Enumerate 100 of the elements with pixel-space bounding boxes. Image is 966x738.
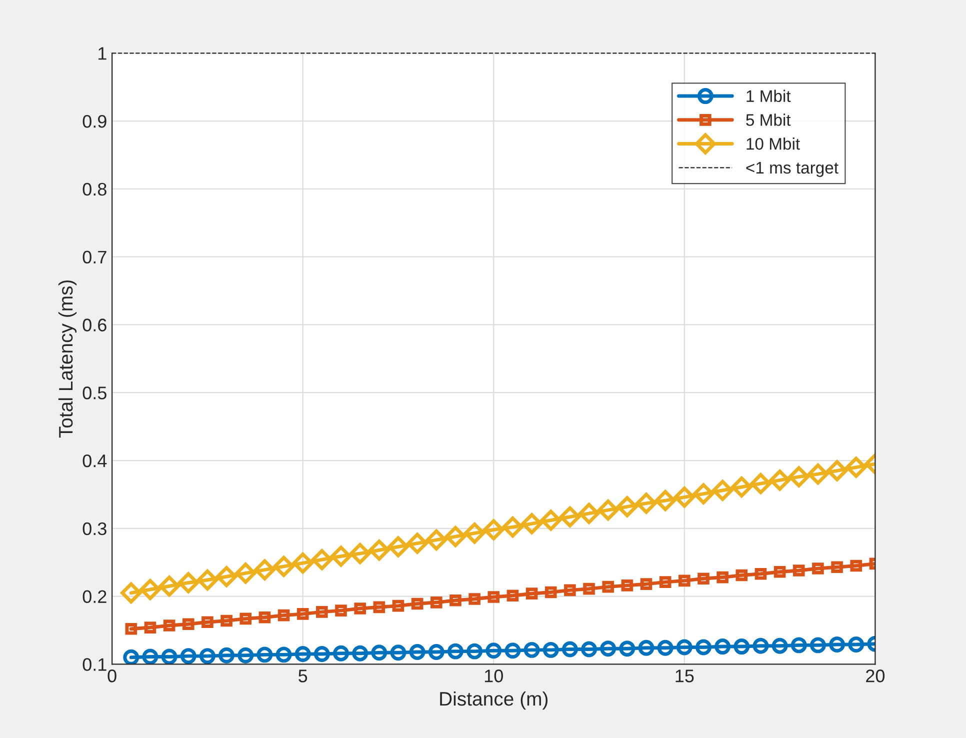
- point: [450, 594, 462, 606]
- point: [180, 648, 196, 664]
- point: [178, 572, 199, 594]
- point: [316, 606, 328, 618]
- point: [311, 549, 332, 570]
- point: [123, 649, 140, 664]
- x-axis-title: Distance (m): [440, 691, 548, 710]
- point: [411, 598, 424, 610]
- point: [506, 590, 519, 602]
- point: [698, 572, 710, 585]
- point: [238, 647, 254, 664]
- point: [240, 612, 252, 625]
- point: [125, 622, 138, 635]
- point: [774, 566, 786, 578]
- point: [294, 646, 311, 662]
- point: [406, 532, 428, 554]
- point: [846, 456, 867, 478]
- point: [544, 586, 557, 598]
- legend-label: 5 Mbit: [746, 114, 791, 126]
- point: [636, 492, 657, 514]
- point: [390, 644, 406, 661]
- y-tick-label: 0.6: [82, 318, 106, 332]
- point: [807, 464, 829, 485]
- point: [464, 522, 486, 544]
- point: [754, 568, 767, 580]
- point: [296, 608, 309, 620]
- y-tick-label: 0.3: [82, 522, 106, 536]
- y-tick-label: 0.1: [82, 658, 106, 671]
- y-tick-label: 0.7: [82, 250, 106, 264]
- point: [468, 593, 480, 605]
- point: [752, 638, 769, 654]
- x-tick-label: 10: [484, 670, 503, 682]
- y-tick-label: 0.4: [82, 454, 107, 468]
- point: [504, 642, 521, 659]
- legend-label: <1 ms target: [746, 162, 838, 177]
- point: [161, 648, 178, 664]
- point: [638, 640, 654, 656]
- point: [273, 556, 294, 578]
- point: [218, 647, 235, 664]
- point: [373, 601, 386, 614]
- point: [120, 582, 142, 604]
- point: [678, 574, 690, 587]
- point: [598, 500, 619, 521]
- point: [444, 526, 466, 548]
- point: [350, 542, 371, 564]
- point: [716, 571, 728, 584]
- point: [654, 490, 676, 512]
- point: [430, 596, 442, 608]
- point: [676, 639, 692, 656]
- point: [142, 648, 158, 664]
- point: [521, 513, 542, 534]
- point: [292, 552, 314, 574]
- point: [640, 578, 652, 590]
- point: [714, 638, 731, 655]
- point: [616, 496, 638, 518]
- point: [790, 637, 807, 654]
- point: [314, 646, 330, 662]
- point: [772, 638, 788, 654]
- point: [526, 588, 538, 600]
- point: [447, 643, 464, 660]
- point: [483, 519, 504, 540]
- point: [330, 546, 352, 567]
- point: [254, 559, 276, 580]
- point: [426, 529, 447, 551]
- point: [256, 646, 273, 663]
- point: [564, 584, 576, 596]
- legend-label: 10 Mbit: [746, 138, 800, 150]
- point: [140, 578, 161, 600]
- point: [583, 582, 595, 595]
- x-tick-label: 0: [108, 670, 116, 682]
- point: [812, 562, 824, 574]
- point: [409, 644, 426, 660]
- point: [657, 640, 674, 656]
- point: [619, 640, 636, 657]
- x-tick-label: 20: [866, 670, 885, 682]
- point: [826, 460, 848, 482]
- point: [163, 620, 176, 632]
- point: [388, 536, 409, 558]
- point: [335, 604, 347, 616]
- legend-label: 1 Mbit: [746, 90, 791, 102]
- point: [600, 640, 616, 657]
- y-tick-label: 0.8: [82, 182, 106, 196]
- point: [220, 614, 232, 627]
- point: [278, 609, 290, 622]
- point: [810, 637, 826, 654]
- point: [486, 642, 502, 659]
- point: [333, 645, 349, 662]
- x-tick-label: 15: [676, 670, 694, 682]
- point: [202, 616, 214, 628]
- point: [848, 636, 864, 652]
- point: [352, 645, 368, 662]
- point: [524, 642, 540, 658]
- point: [562, 641, 578, 658]
- point: [750, 473, 772, 494]
- point: [621, 580, 634, 592]
- point: [540, 510, 562, 531]
- point: [712, 480, 734, 501]
- point: [502, 516, 524, 538]
- point: [788, 466, 810, 488]
- point: [392, 600, 404, 612]
